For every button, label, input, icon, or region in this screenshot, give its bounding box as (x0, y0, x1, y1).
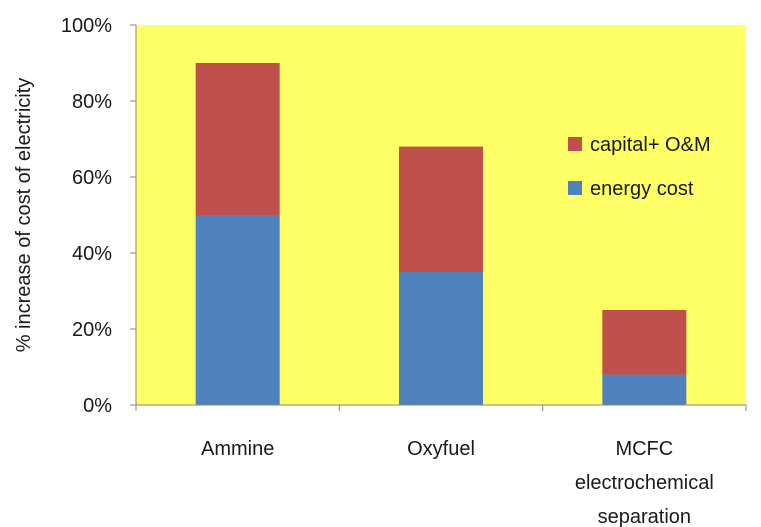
y-tick-label: 60% (72, 167, 112, 189)
legend: capital+ O&M energy cost (568, 134, 711, 200)
x-category-label: Ammine (201, 438, 274, 460)
x-category-label: MCFC (615, 438, 673, 460)
legend-swatch (568, 137, 582, 151)
legend-swatch (568, 181, 582, 195)
y-tick-label: 20% (72, 319, 112, 341)
bar-capital-o-m-2 (602, 310, 687, 375)
y-tick-label: 80% (72, 91, 112, 113)
x-category-label: separation (598, 506, 691, 527)
x-category-label: electrochemical (575, 472, 714, 494)
bar-energy-cost-1 (399, 272, 483, 405)
bar-capital-o-m-0 (195, 63, 280, 215)
y-ticks-group: 0% 20% 40% 60% 80% 100% (61, 15, 136, 417)
bar-capital-o-m-1 (399, 146, 483, 272)
y-axis-title: % increase of cost of electricity (13, 78, 35, 353)
legend-label: energy cost (590, 178, 694, 200)
x-category-label: Oxyfuel (407, 438, 475, 460)
bar-energy-cost-0 (195, 215, 280, 405)
bar-energy-cost-2 (602, 374, 687, 405)
x-labels-group: Ammine Oxyfuel MCFC electrochemical separati… (201, 438, 714, 527)
x-ticks-group (135, 405, 747, 411)
y-tick-label: 0% (83, 395, 112, 417)
legend-label: capital+ O&M (590, 134, 711, 156)
bars-group (195, 63, 687, 405)
y-tick-label: 100% (61, 15, 112, 37)
y-tick-label: 40% (72, 243, 112, 265)
